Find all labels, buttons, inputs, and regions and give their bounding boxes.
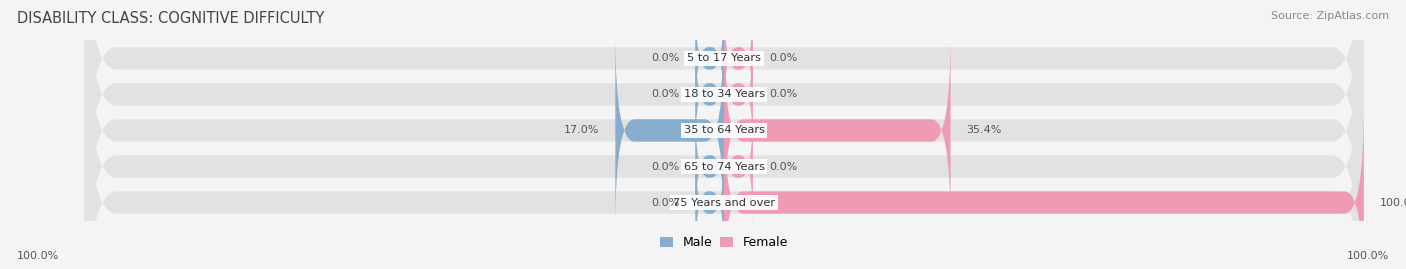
FancyBboxPatch shape bbox=[696, 0, 724, 119]
Text: 17.0%: 17.0% bbox=[564, 125, 599, 136]
Text: 5 to 17 Years: 5 to 17 Years bbox=[688, 53, 761, 63]
FancyBboxPatch shape bbox=[84, 34, 1364, 269]
FancyBboxPatch shape bbox=[84, 0, 1364, 263]
Text: Source: ZipAtlas.com: Source: ZipAtlas.com bbox=[1271, 11, 1389, 21]
FancyBboxPatch shape bbox=[724, 0, 752, 119]
Text: 75 Years and over: 75 Years and over bbox=[673, 197, 775, 208]
FancyBboxPatch shape bbox=[724, 34, 752, 155]
FancyBboxPatch shape bbox=[724, 106, 1364, 269]
FancyBboxPatch shape bbox=[84, 0, 1364, 227]
FancyBboxPatch shape bbox=[696, 142, 724, 263]
Text: 0.0%: 0.0% bbox=[769, 89, 797, 100]
FancyBboxPatch shape bbox=[84, 0, 1364, 269]
Text: 0.0%: 0.0% bbox=[769, 53, 797, 63]
Legend: Male, Female: Male, Female bbox=[655, 231, 793, 254]
FancyBboxPatch shape bbox=[724, 34, 950, 227]
Text: 100.0%: 100.0% bbox=[1347, 251, 1389, 261]
FancyBboxPatch shape bbox=[696, 34, 724, 155]
FancyBboxPatch shape bbox=[724, 106, 752, 227]
Text: 18 to 34 Years: 18 to 34 Years bbox=[683, 89, 765, 100]
Text: 0.0%: 0.0% bbox=[769, 161, 797, 172]
Text: 0.0%: 0.0% bbox=[651, 53, 679, 63]
Text: 100.0%: 100.0% bbox=[17, 251, 59, 261]
Text: 35.4%: 35.4% bbox=[966, 125, 1002, 136]
FancyBboxPatch shape bbox=[616, 34, 724, 227]
Text: 0.0%: 0.0% bbox=[651, 197, 679, 208]
Text: DISABILITY CLASS: COGNITIVE DIFFICULTY: DISABILITY CLASS: COGNITIVE DIFFICULTY bbox=[17, 11, 325, 26]
Text: 35 to 64 Years: 35 to 64 Years bbox=[683, 125, 765, 136]
FancyBboxPatch shape bbox=[84, 0, 1364, 269]
Text: 0.0%: 0.0% bbox=[651, 161, 679, 172]
Text: 0.0%: 0.0% bbox=[651, 89, 679, 100]
FancyBboxPatch shape bbox=[696, 106, 724, 227]
Text: 100.0%: 100.0% bbox=[1379, 197, 1406, 208]
Text: 65 to 74 Years: 65 to 74 Years bbox=[683, 161, 765, 172]
